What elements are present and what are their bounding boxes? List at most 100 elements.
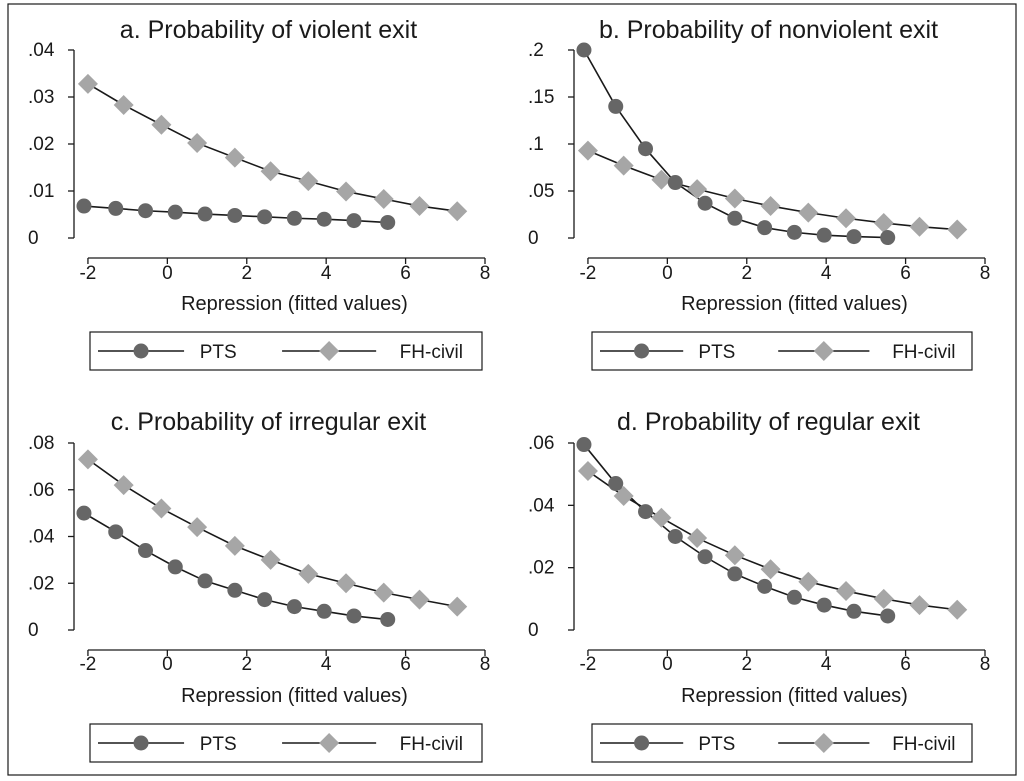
data-point-FH-civil <box>336 181 357 202</box>
x-tick-label: 6 <box>900 263 911 284</box>
legend-label-PTS: PTS <box>698 734 735 755</box>
legend-marker-FH-civil <box>813 341 834 361</box>
data-point-FH-civil <box>760 559 781 580</box>
data-point-PTS <box>346 608 362 624</box>
chart-panel-3: d. Probability of regular exit 0 .02 .04 .06… <box>528 408 991 763</box>
data-point-FH-civil <box>687 179 708 200</box>
legend-marker-PTS <box>133 735 149 751</box>
data-point-PTS <box>76 505 92 521</box>
y-tick-label: .03 <box>28 87 54 108</box>
y-tick-label: 0 <box>28 620 39 641</box>
y-tick-label: 0 <box>28 228 39 249</box>
data-point-PTS <box>197 206 213 222</box>
data-point-FH-civil <box>724 545 745 566</box>
data-point-FH-civil <box>224 147 245 168</box>
data-point-PTS <box>76 198 92 214</box>
data-point-FH-civil <box>873 212 894 233</box>
data-point-FH-civil <box>151 498 172 519</box>
data-point-PTS <box>667 529 683 544</box>
data-point-FH-civil <box>373 188 394 209</box>
y-tick-label: .15 <box>528 87 554 108</box>
data-point-PTS <box>346 213 362 229</box>
x-tick-label: 4 <box>821 263 832 284</box>
data-point-PTS <box>816 227 832 243</box>
x-tick-label: 0 <box>662 263 673 284</box>
y-tick-label: .04 <box>528 495 555 516</box>
data-point-PTS <box>727 210 743 226</box>
x-tick-label: 0 <box>162 654 173 675</box>
x-tick-label: 8 <box>980 654 991 675</box>
data-point-PTS <box>257 209 273 225</box>
data-point-PTS <box>167 204 183 220</box>
data-point-FH-civil <box>298 171 319 192</box>
data-point-FH-civil <box>336 573 357 594</box>
data-point-PTS <box>727 566 743 582</box>
chart-panel-2: c. Probability of irregular exit 0 .02 .04.… <box>28 408 490 763</box>
data-point-PTS <box>846 229 862 245</box>
data-point-PTS <box>316 211 332 227</box>
data-point-FH-civil <box>577 461 598 482</box>
legend: PTS FH-civil <box>89 723 483 763</box>
x-tick-label: -2 <box>579 263 596 284</box>
data-point-PTS <box>608 476 624 492</box>
data-point-PTS <box>638 141 654 157</box>
legend-marker-FH-civil <box>319 733 340 753</box>
y-tick-label: .01 <box>28 181 54 202</box>
data-point-FH-civil <box>298 563 319 584</box>
data-point-FH-civil <box>77 449 98 470</box>
x-axis-label: Repression (fitted values) <box>681 293 908 315</box>
data-point-PTS <box>786 589 802 605</box>
data-point-FH-civil <box>798 571 819 592</box>
data-point-FH-civil <box>577 140 598 161</box>
chart-panel-1: b. Probability of nonviolent exit 0 .05 .1.… <box>528 16 991 371</box>
legend: PTS FH-civil <box>591 331 973 371</box>
x-tick-label: -2 <box>79 263 96 284</box>
legend-label-PTS: PTS <box>200 342 237 363</box>
x-tick-label: 8 <box>980 263 991 284</box>
y-tick-label: .06 <box>28 480 54 501</box>
legend: PTS FH-civil <box>89 331 483 371</box>
data-point-FH-civil <box>187 517 208 538</box>
data-point-PTS <box>138 543 154 559</box>
y-tick-label: 0 <box>528 620 539 641</box>
legend: PTS FH-civil <box>591 723 973 763</box>
data-point-PTS <box>697 195 713 211</box>
x-tick-label: 4 <box>321 263 332 284</box>
data-point-PTS <box>880 230 896 246</box>
data-point-FH-civil <box>447 596 468 617</box>
x-tick-label: 4 <box>821 654 832 675</box>
data-point-PTS <box>197 573 213 589</box>
data-point-FH-civil <box>113 475 134 496</box>
data-point-FH-civil <box>687 528 708 549</box>
data-point-FH-civil <box>873 588 894 609</box>
legend-marker-PTS <box>634 343 650 359</box>
data-point-PTS <box>757 578 773 594</box>
data-point-PTS <box>316 603 332 619</box>
data-point-FH-civil <box>724 188 745 209</box>
data-point-FH-civil <box>187 133 208 154</box>
data-point-PTS <box>880 608 896 624</box>
data-point-PTS <box>227 207 243 223</box>
data-point-PTS <box>257 592 273 608</box>
data-point-PTS <box>167 559 183 575</box>
y-tick-label: .06 <box>528 433 554 454</box>
legend-marker-FH-civil <box>813 733 834 753</box>
data-point-FH-civil <box>613 485 634 506</box>
data-point-FH-civil <box>760 196 781 217</box>
data-point-PTS <box>576 42 592 58</box>
x-tick-label: 8 <box>480 263 491 284</box>
data-point-FH-civil <box>909 216 930 237</box>
x-tick-label: 6 <box>400 654 411 675</box>
x-tick-label: -2 <box>579 654 596 675</box>
chart-panel-0: a. Probability of violent exit 0 .01 .02 .03… <box>28 16 491 371</box>
data-point-PTS <box>286 599 302 615</box>
x-tick-label: 0 <box>162 263 173 284</box>
data-point-FH-civil <box>947 219 968 240</box>
x-tick-label: -2 <box>79 654 96 675</box>
data-point-PTS <box>846 603 862 619</box>
y-tick-label: .04 <box>28 40 55 61</box>
data-point-FH-civil <box>798 202 819 223</box>
data-point-FH-civil <box>373 582 394 603</box>
data-point-PTS <box>380 214 396 230</box>
